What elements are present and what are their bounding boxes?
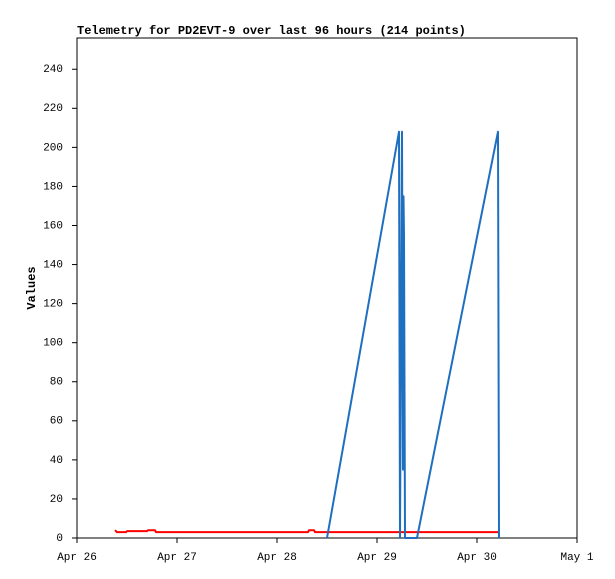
y-tick-label: 100: [43, 338, 63, 350]
y-tick-label: 0: [56, 533, 63, 545]
y-tick-label: 40: [50, 455, 63, 467]
x-tick-label: Apr 26: [57, 552, 97, 564]
y-axis-title: Values: [25, 266, 39, 309]
chart-title: Telemetry for PD2EVT-9 over last 96 hour…: [77, 24, 466, 38]
y-tick-label: 180: [43, 181, 63, 193]
y-tick-label: 120: [43, 299, 63, 311]
x-tick-label: Apr 27: [157, 552, 197, 564]
y-tick-label: 20: [50, 494, 63, 506]
x-tick-label: Apr 30: [457, 552, 497, 564]
x-tick-label: May 1: [560, 552, 593, 564]
x-tick-label: Apr 28: [257, 552, 297, 564]
series-line: [326, 130, 500, 539]
x-tick-label: Apr 29: [357, 552, 397, 564]
series-line: [114, 529, 499, 534]
y-tick-label: 80: [50, 377, 63, 389]
y-tick-label: 220: [43, 103, 63, 115]
y-tick-label: 140: [43, 259, 63, 271]
y-tick-label: 160: [43, 220, 63, 232]
y-tick-label: 60: [50, 416, 63, 428]
y-tick-label: 240: [43, 64, 63, 76]
y-tick-label: 200: [43, 142, 63, 154]
